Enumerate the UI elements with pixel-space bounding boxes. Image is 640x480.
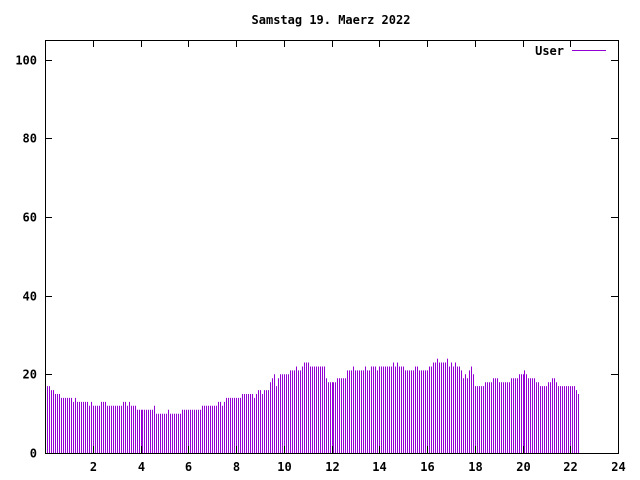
x-tick-label: 18 [468,460,482,474]
x-tick-label: 4 [138,460,145,474]
y-tick-label: 80 [23,132,37,146]
bar-series [45,358,579,453]
legend-label-user: User [535,44,564,58]
y-axis: 0 20 40 60 80 100 [15,54,618,461]
x-tick-label: 22 [563,460,577,474]
x-tick-label: 8 [233,460,240,474]
y-tick-label: 60 [23,211,37,225]
chart-title: Samstag 19. Maerz 2022 [252,13,411,27]
x-tick-label: 2 [90,460,97,474]
x-tick-label: 12 [325,460,339,474]
x-tick-label: 10 [277,460,291,474]
y-tick-label: 40 [23,290,37,304]
y-tick-label: 0 [30,447,37,461]
y-tick-label: 100 [15,54,37,68]
x-tick-label: 16 [420,460,434,474]
legend: User [535,44,606,58]
x-tick-label: 20 [516,460,530,474]
x-tick-label: 24 [611,460,625,474]
y-tick-label: 20 [23,368,37,382]
x-tick-label: 6 [185,460,192,474]
x-tick-label: 14 [372,460,386,474]
x-axis: 2 4 6 8 10 12 14 16 18 20 22 24 [90,40,626,474]
